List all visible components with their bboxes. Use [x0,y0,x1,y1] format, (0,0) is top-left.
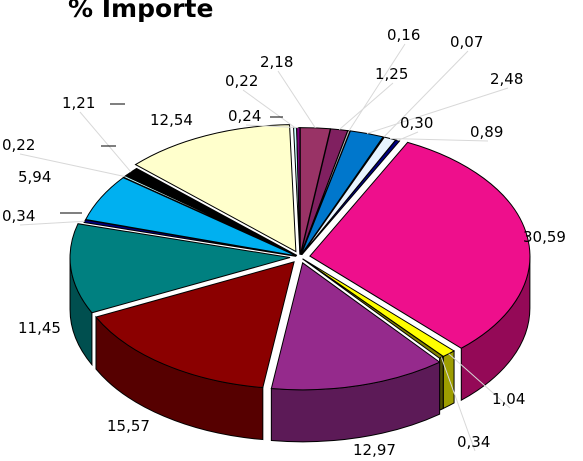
leader-line [397,131,419,142]
pie-slice-side [442,350,455,410]
leader-line [242,89,296,129]
pie-side-layer [69,256,531,443]
leader-line [277,70,316,129]
pie-slice [302,258,445,359]
pie-slice [309,141,531,349]
pie-slice [134,124,297,253]
data-label: 15,57 [107,417,150,435]
data-label: 5,94 [18,168,51,186]
leader-line [348,43,406,132]
data-label: 12,97 [353,441,396,459]
leader-line [366,87,509,134]
data-label: 1,21 [62,94,95,112]
data-label: 11,45 [18,319,61,337]
leader-line [338,82,394,130]
data-label: 0,16 [387,26,420,44]
data-label: 0,22 [2,136,35,154]
data-label: 30,59 [523,228,566,246]
pie-slice [84,177,297,257]
data-label: 0,22 [225,72,258,90]
data-label: 2,48 [490,70,523,88]
data-label: 12,54 [150,111,193,129]
pie-slice [95,261,295,389]
leader-line [79,111,132,173]
leader-lines [19,43,511,452]
leader-line [390,138,489,142]
leader-line [245,124,299,129]
pie-slice [301,139,401,256]
leader-line [448,353,511,409]
data-label: 0,89 [470,123,503,141]
data-labels: 2,18 1,25 0,16 2,48 0,07 0,89 0,30 30,59 1,04 0,3… [2,26,566,459]
leader-line [19,220,85,226]
data-label: 0,34 [2,207,35,225]
data-label: 0,07 [450,33,483,51]
data-label: 0,34 [457,433,490,451]
data-label: 0,30 [400,114,433,132]
data-label: 2,18 [260,53,293,71]
pie-slice [69,223,291,314]
data-label: 1,04 [492,390,525,408]
data-label: 1,25 [375,65,408,83]
leader-line [19,153,125,178]
pie-slice [270,261,441,391]
chart-title: % Importe [68,0,213,23]
leader-line [440,357,476,452]
data-label: 0,24 [228,107,261,125]
leader-line [383,50,469,138]
